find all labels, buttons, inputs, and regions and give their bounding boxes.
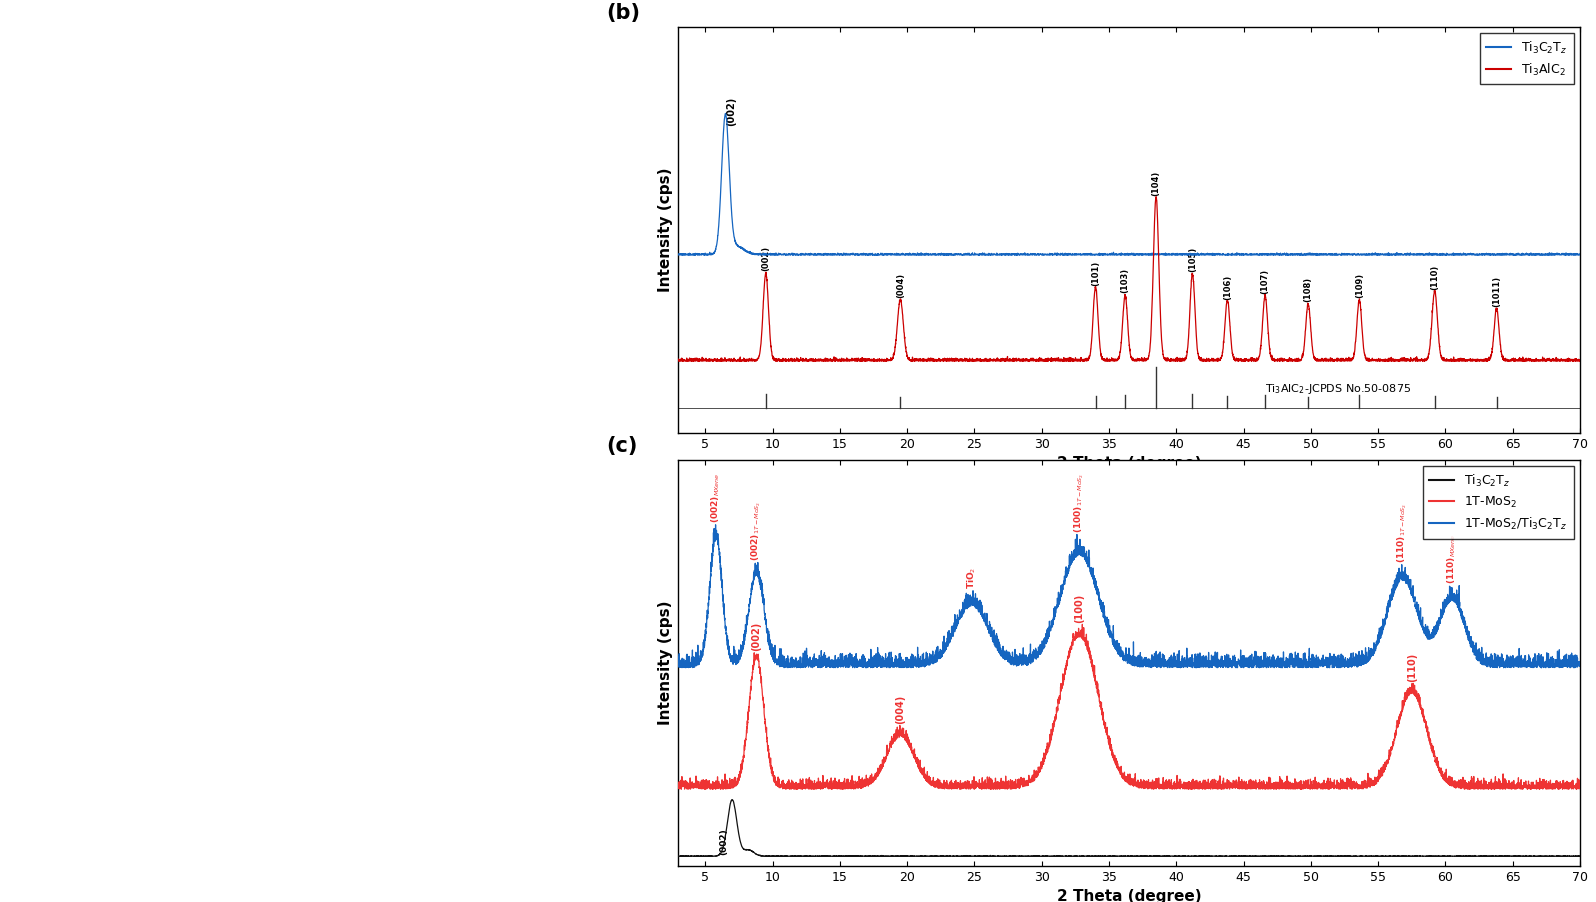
- Text: (104): (104): [1152, 170, 1160, 196]
- Text: (109): (109): [1355, 272, 1365, 298]
- Text: (002): (002): [726, 97, 736, 126]
- Text: (105): (105): [1187, 247, 1197, 272]
- X-axis label: 2 Theta (degree): 2 Theta (degree): [1057, 456, 1202, 472]
- Text: (110): (110): [1430, 264, 1440, 290]
- Text: (110): (110): [1406, 652, 1417, 682]
- Text: (002)$_{MXene}$: (002)$_{MXene}$: [710, 473, 723, 523]
- Text: (110)$_{MXene}$: (110)$_{MXene}$: [1446, 534, 1459, 584]
- Y-axis label: Intensity (cps): Intensity (cps): [658, 601, 674, 725]
- Text: (1011): (1011): [1492, 276, 1502, 308]
- Text: (108): (108): [1304, 277, 1312, 302]
- Text: TiO$_2$: TiO$_2$: [966, 566, 978, 589]
- Text: (c): (c): [606, 436, 637, 456]
- Text: Ti$_3$AlC$_2$-JCPDS No.50-0875: Ti$_3$AlC$_2$-JCPDS No.50-0875: [1264, 382, 1411, 396]
- Y-axis label: Intensity (cps): Intensity (cps): [658, 168, 674, 292]
- Text: (004): (004): [895, 273, 905, 298]
- Text: (002)$_{1T-MoS_2}$: (002)$_{1T-MoS_2}$: [750, 501, 763, 561]
- Text: (107): (107): [1261, 269, 1269, 293]
- Text: (103): (103): [1120, 269, 1130, 293]
- Text: (004): (004): [895, 695, 905, 723]
- Text: (100)$_{1T-MoS_2}$: (100)$_{1T-MoS_2}$: [1073, 473, 1087, 533]
- Text: (b): (b): [606, 3, 640, 23]
- Text: (110)$_{1T-MoS_2}$: (110)$_{1T-MoS_2}$: [1395, 502, 1409, 563]
- Legend: Ti$_3$C$_2$T$_z$, 1T-MoS$_2$, 1T-MoS$_2$/Ti$_3$C$_2$T$_z$: Ti$_3$C$_2$T$_z$, 1T-MoS$_2$, 1T-MoS$_2$…: [1424, 466, 1574, 538]
- X-axis label: 2 Theta (degree): 2 Theta (degree): [1057, 889, 1202, 902]
- Text: (101): (101): [1092, 261, 1100, 286]
- Legend: Ti$_3$C$_2$T$_z$, Ti$_3$AlC$_2$: Ti$_3$C$_2$T$_z$, Ti$_3$AlC$_2$: [1479, 33, 1574, 84]
- Text: (002): (002): [752, 622, 761, 651]
- Text: (106): (106): [1223, 274, 1232, 299]
- Text: (100): (100): [1074, 594, 1084, 622]
- Text: (002): (002): [761, 246, 771, 272]
- Text: (002): (002): [720, 828, 728, 855]
